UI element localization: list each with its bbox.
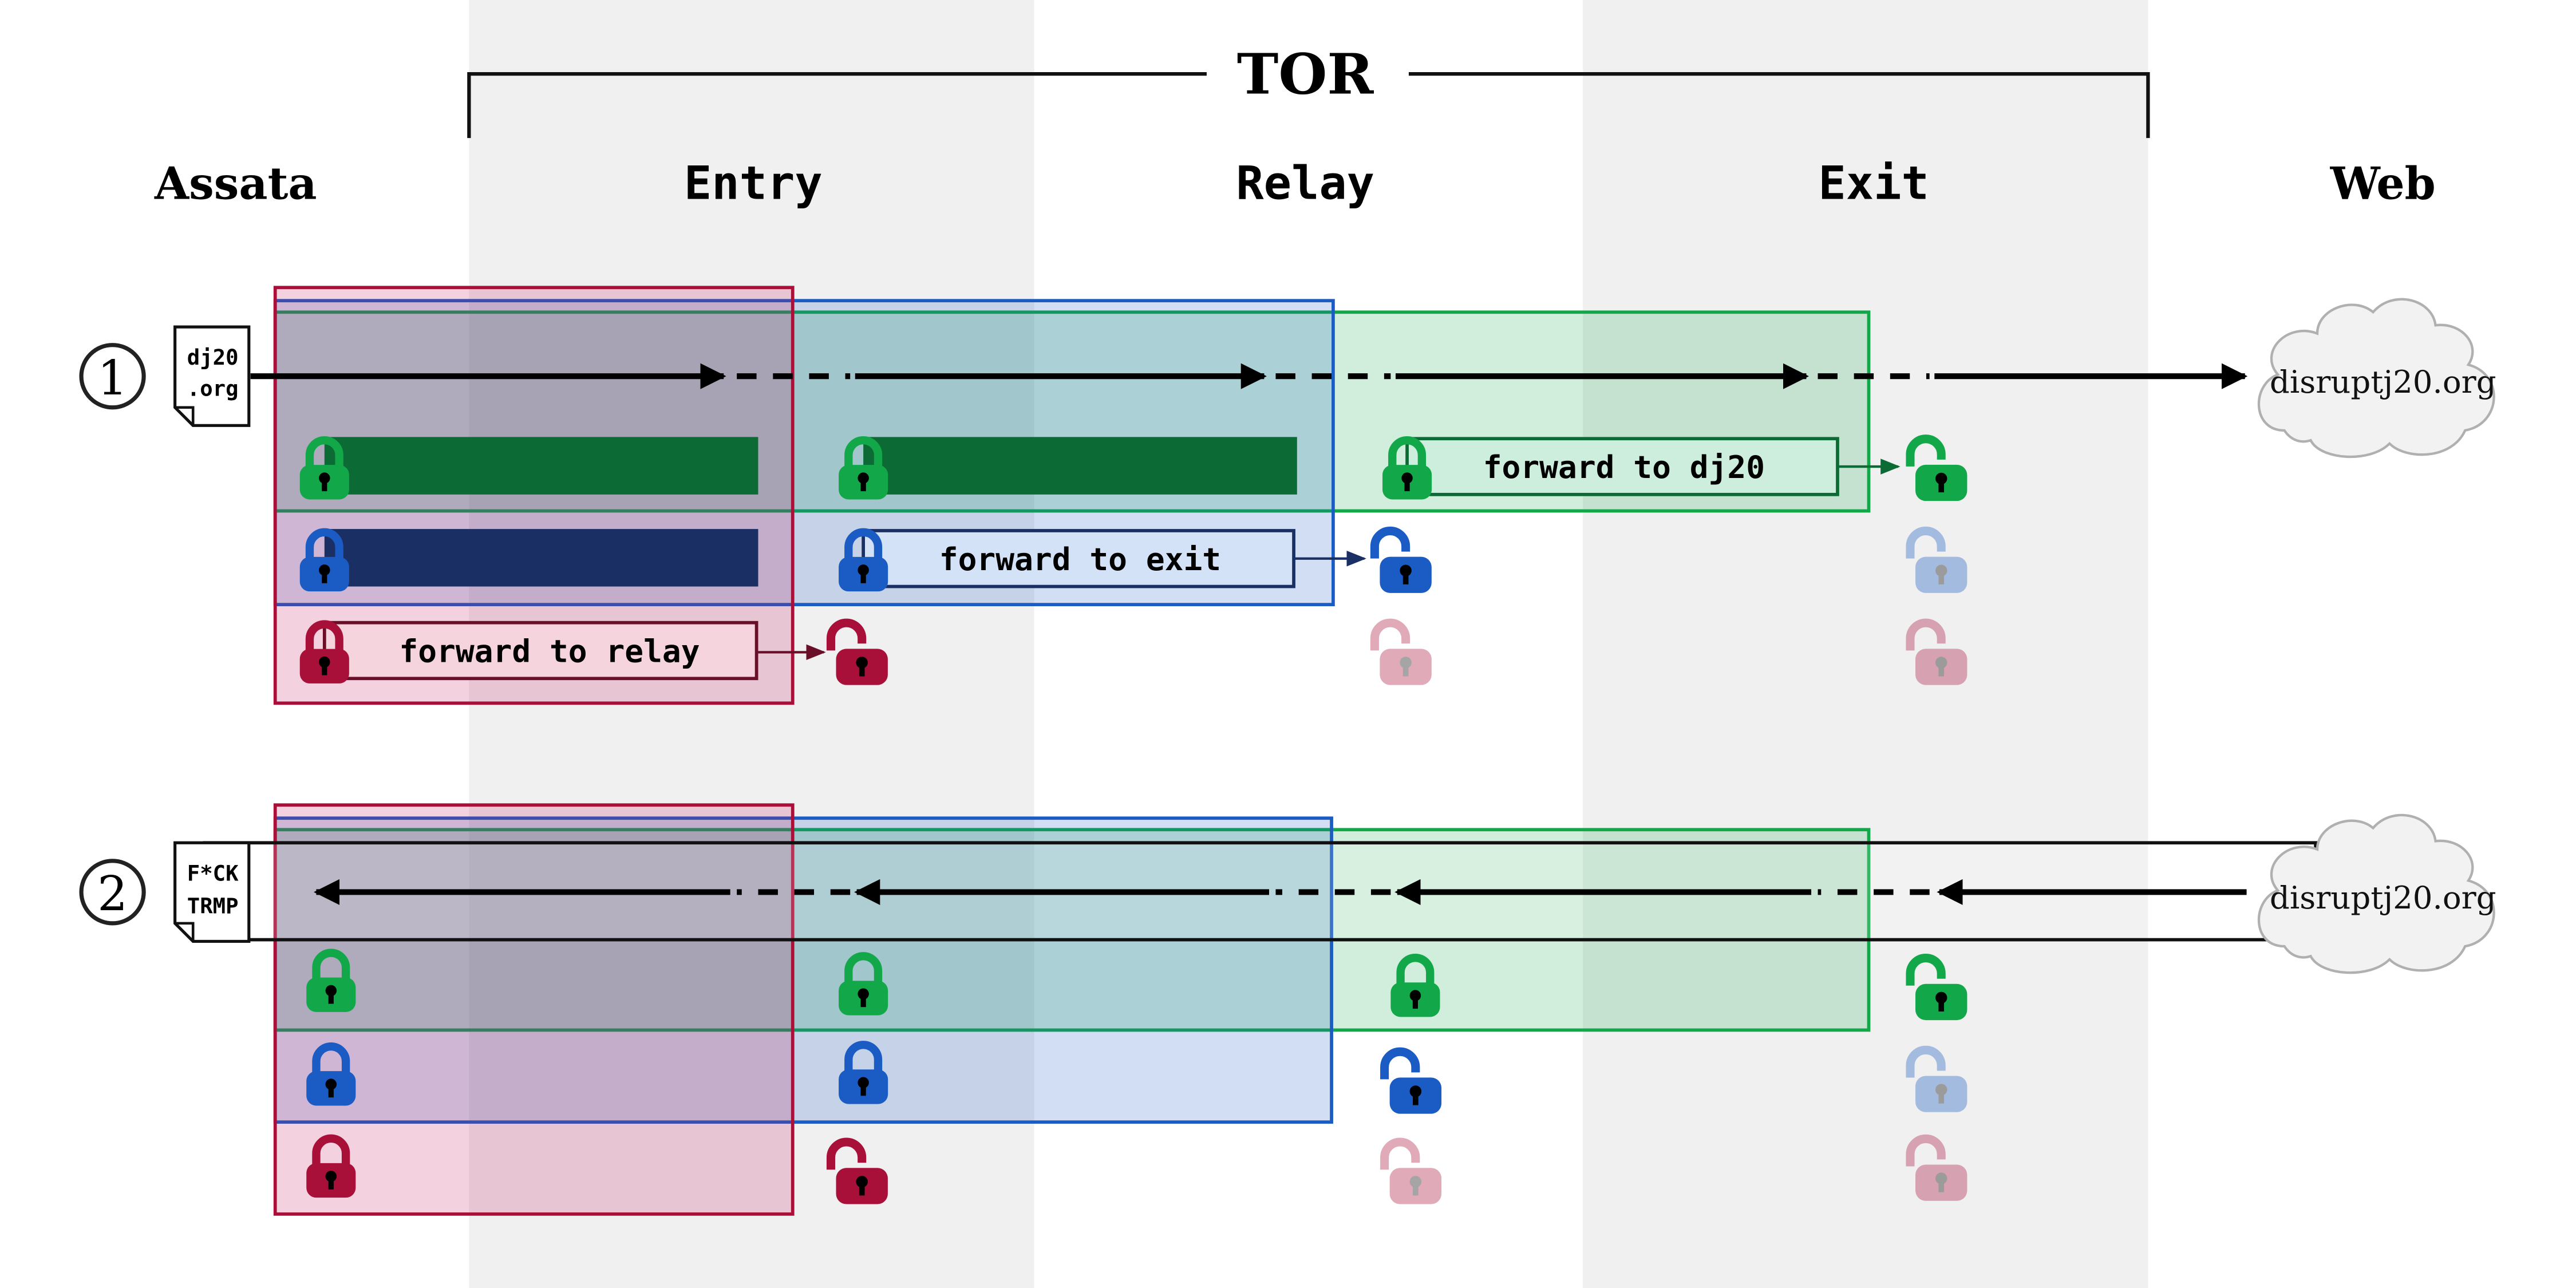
tor-title: TOR bbox=[1237, 42, 1374, 108]
step-2: 2 F*CK TRMP disruptj20.org bbox=[79, 803, 2496, 1216]
encrypted-payload-bar bbox=[863, 437, 1297, 495]
web-cloud-label: disruptj20.org bbox=[2270, 364, 2496, 400]
blue-unlocked-icon bbox=[1385, 1052, 1441, 1113]
blue-unlocked-icon bbox=[1374, 531, 1431, 592]
exit-instruction-text: forward to dj20 bbox=[1483, 449, 1765, 485]
entry-layer-box bbox=[273, 803, 795, 1216]
red-unlocked-faded-icon bbox=[1374, 623, 1431, 685]
relay-instruction-box bbox=[862, 529, 1295, 588]
column-label-relay: Relay bbox=[1236, 156, 1374, 210]
document-label-line1: F*CK bbox=[187, 860, 239, 886]
web-cloud bbox=[2257, 298, 2495, 459]
encrypted-payload-bar bbox=[324, 529, 758, 587]
relay-layer-box bbox=[273, 816, 1333, 1124]
document-icon bbox=[173, 325, 251, 427]
document-label-line1: dj20 bbox=[187, 345, 239, 370]
relay-instruction-text: forward to exit bbox=[939, 541, 1221, 578]
entry-instruction-text: forward to relay bbox=[399, 633, 700, 670]
step-2-badge bbox=[79, 859, 146, 926]
step-1: 1 dj20 .org disruptj20.org forward to dj… bbox=[79, 286, 2496, 705]
exit-instruction-box bbox=[1405, 437, 1839, 496]
web-cloud bbox=[2257, 813, 2495, 974]
column-label-entry: Entry bbox=[684, 156, 823, 210]
entry-instruction-box bbox=[322, 621, 758, 681]
document-label-line2: TRMP bbox=[187, 894, 239, 919]
document-label-line2: .org bbox=[187, 376, 239, 401]
column-stripes bbox=[469, 0, 2148, 1288]
column-label-exit: Exit bbox=[1818, 156, 1929, 210]
column-label-web: Web bbox=[2330, 157, 2436, 210]
header: TOR Assata Entry Relay Exit Web bbox=[154, 42, 2436, 210]
exit-layer-box bbox=[273, 828, 1871, 1032]
web-cloud-label: disruptj20.org bbox=[2270, 879, 2496, 916]
step-2-number: 2 bbox=[97, 866, 128, 922]
document-icon bbox=[173, 841, 251, 943]
step-1-badge bbox=[79, 343, 146, 410]
tor-bracket bbox=[467, 72, 2150, 139]
encrypted-payload-bar bbox=[324, 437, 758, 495]
red-unlocked-faded-icon bbox=[1385, 1142, 1441, 1204]
exit-column-stripe bbox=[1583, 0, 2148, 1288]
step-1-number: 1 bbox=[97, 350, 128, 406]
column-label-assata: Assata bbox=[154, 157, 317, 210]
